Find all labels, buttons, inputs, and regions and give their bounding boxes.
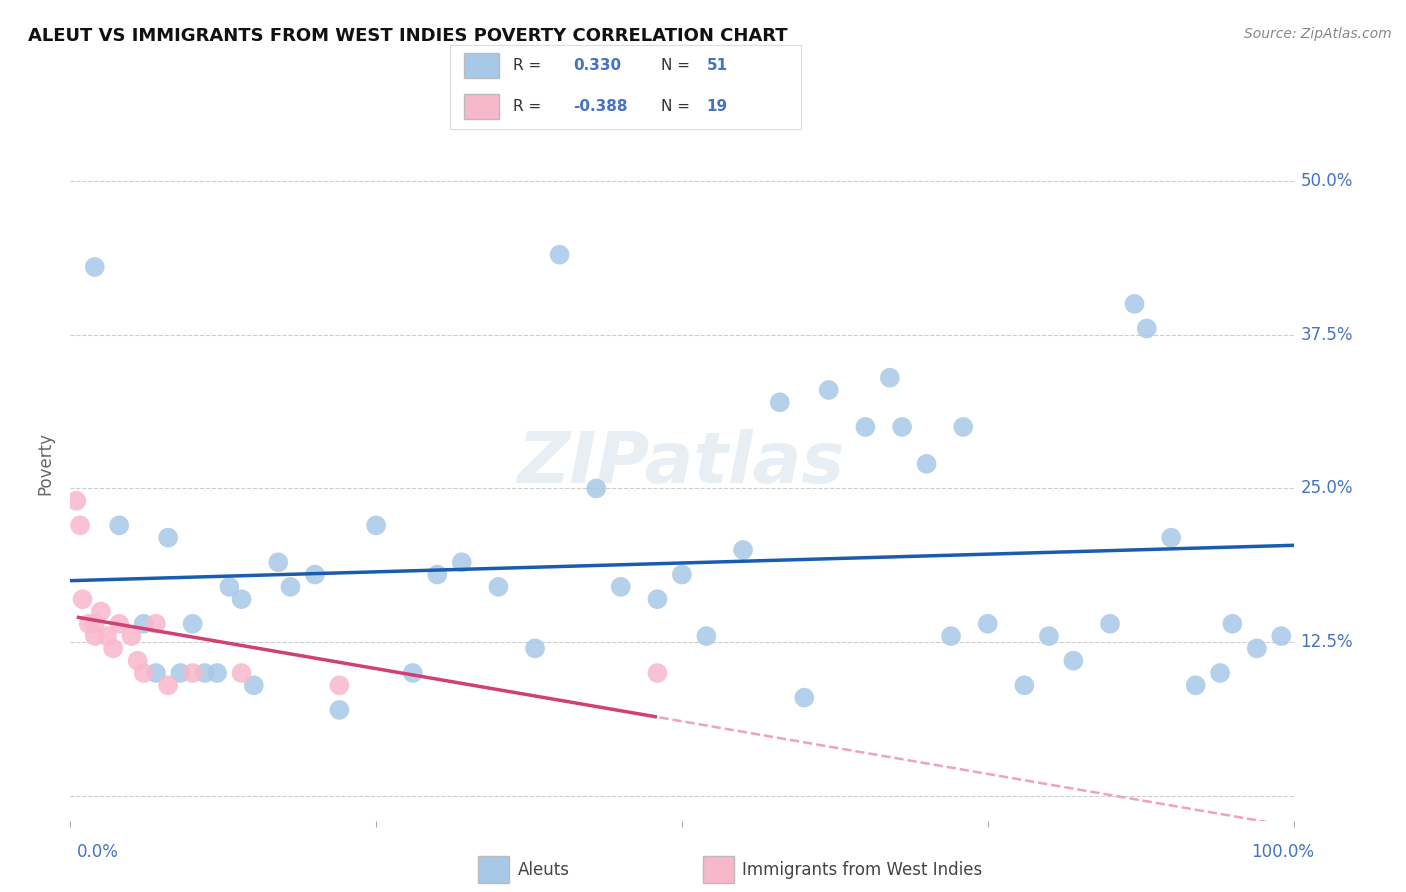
Point [488,580,510,594]
Text: 0.0%: 0.0% [77,843,120,861]
Point [90,605,112,619]
Point [647,592,669,607]
Point [450,555,472,569]
Text: 0.330: 0.330 [574,58,621,73]
Point [1220,616,1243,631]
Text: 100.0%: 100.0% [1251,843,1315,861]
Point [328,678,350,692]
Point [915,457,938,471]
Point [793,690,815,705]
Point [1038,629,1060,643]
Point [1062,654,1084,668]
Point [121,629,143,643]
Point [145,616,167,631]
Point [132,665,155,680]
Text: N =: N = [661,99,690,114]
Text: Source: ZipAtlas.com: Source: ZipAtlas.com [1244,27,1392,41]
Point [205,665,228,680]
Point [733,543,755,558]
Point [132,616,155,631]
Text: 50.0%: 50.0% [1301,172,1353,190]
Point [671,567,693,582]
Point [426,567,449,582]
Point [194,665,217,680]
Point [243,678,266,692]
Point [879,370,901,384]
Point [77,616,100,631]
Point [83,629,105,643]
Point [83,616,105,631]
Point [548,248,571,262]
Text: 19: 19 [707,99,728,114]
Text: 37.5%: 37.5% [1301,326,1353,343]
Point [1209,665,1232,680]
Point [96,629,118,643]
Text: R =: R = [513,58,541,73]
Point [647,665,669,680]
Text: N =: N = [661,58,690,73]
Point [157,531,180,545]
Point [231,592,253,607]
Point [83,260,105,274]
Point [610,580,633,594]
FancyBboxPatch shape [464,54,499,78]
Point [695,629,717,643]
Point [1099,616,1122,631]
Point [524,641,547,656]
Point [280,580,302,594]
Text: Aleuts: Aleuts [517,861,569,879]
Point [1270,629,1292,643]
Point [218,580,240,594]
Text: -0.388: -0.388 [574,99,627,114]
Point [855,420,877,434]
Point [181,665,204,680]
FancyBboxPatch shape [464,94,499,120]
Point [304,567,326,582]
Point [181,616,204,631]
Point [1123,297,1146,311]
Point [1014,678,1036,692]
Point [157,678,180,692]
Text: 25.0%: 25.0% [1301,479,1353,498]
Point [169,665,191,680]
Point [817,383,839,397]
Point [891,420,914,434]
Point [108,616,131,631]
Point [108,518,131,533]
Point [585,482,607,496]
Point [1160,531,1182,545]
Text: 12.5%: 12.5% [1301,633,1353,651]
Point [952,420,974,434]
Point [101,641,124,656]
Point [1246,641,1268,656]
Point [402,665,425,680]
Text: ALEUT VS IMMIGRANTS FROM WEST INDIES POVERTY CORRELATION CHART: ALEUT VS IMMIGRANTS FROM WEST INDIES POV… [28,27,787,45]
Point [145,665,167,680]
Text: ZIPatlas: ZIPatlas [519,429,845,499]
Point [65,493,87,508]
Point [366,518,388,533]
Point [69,518,91,533]
Point [72,592,94,607]
Text: Immigrants from West Indies: Immigrants from West Indies [742,861,983,879]
Point [127,654,149,668]
Text: R =: R = [513,99,541,114]
Point [1184,678,1206,692]
Text: 51: 51 [707,58,728,73]
Point [267,555,290,569]
Point [976,616,998,631]
Point [939,629,962,643]
Point [1136,321,1159,335]
Point [769,395,792,409]
Point [328,703,350,717]
Y-axis label: Poverty: Poverty [37,433,55,495]
Point [231,665,253,680]
